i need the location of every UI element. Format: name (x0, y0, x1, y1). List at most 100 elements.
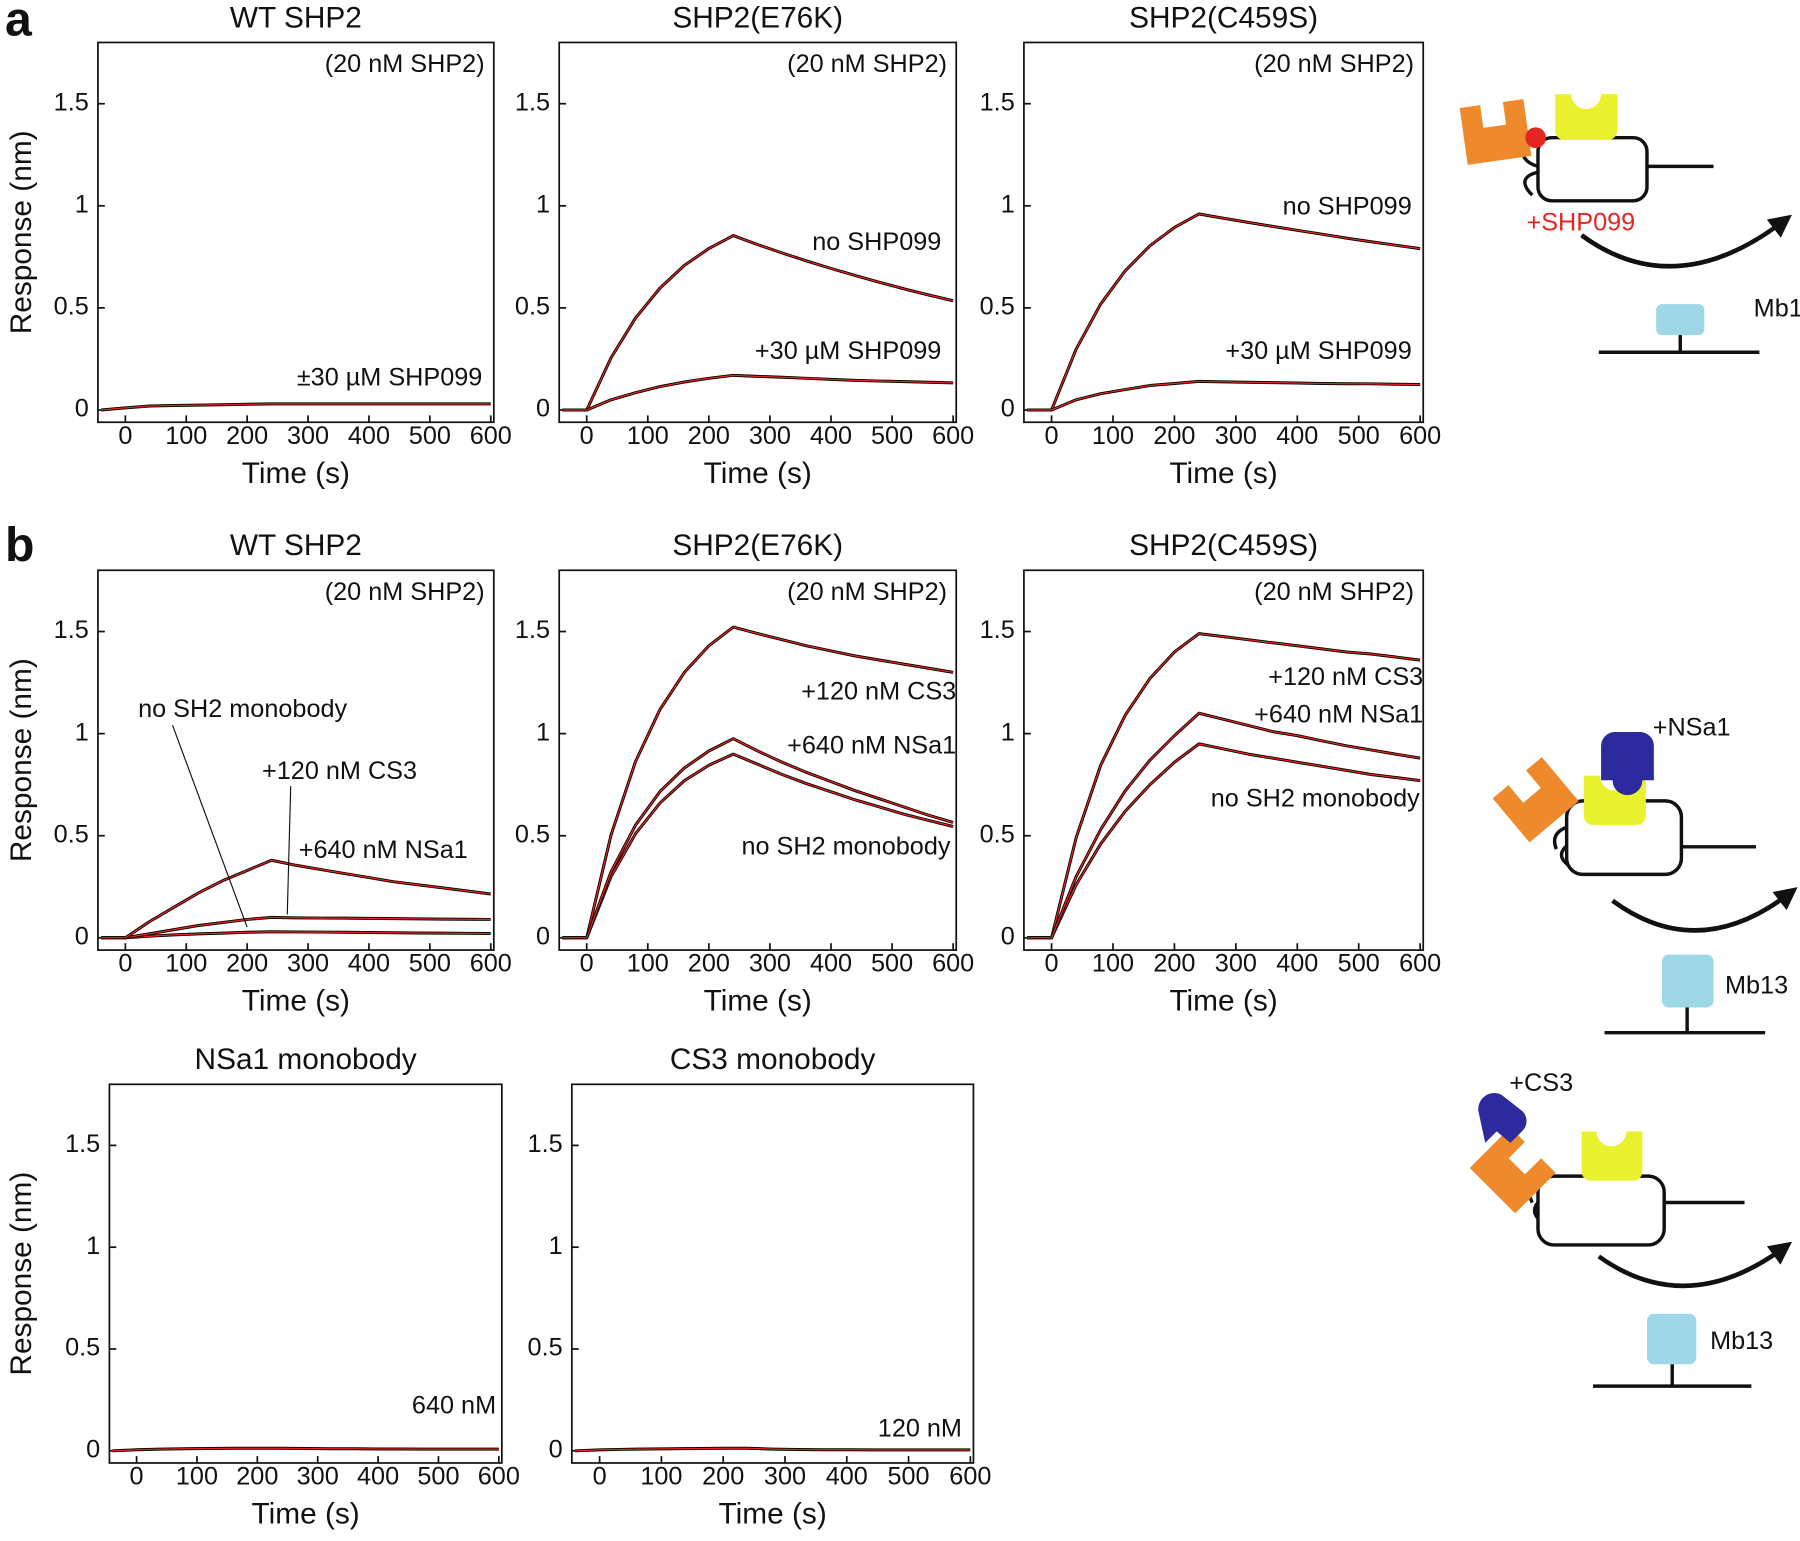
x-tick-label: 0 (130, 1463, 144, 1491)
y-tick-label: 1.5 (65, 1130, 100, 1158)
y-tick-label: 1.5 (528, 1130, 563, 1158)
plot-frame (570, 1083, 975, 1464)
series-label: +120 nM CS3 (262, 757, 417, 785)
schematic-label: Mb13 (1725, 971, 1788, 999)
x-tick-label: 100 (627, 950, 669, 978)
chart-note: (20 nM SHP2) (325, 50, 485, 78)
series-label: +640 nM NSa1 (787, 732, 956, 760)
fit-curve (1027, 712, 1421, 939)
y-tick-label: 0.5 (515, 293, 550, 321)
fit-curve (1027, 380, 1421, 411)
fit-curve (1027, 213, 1421, 411)
y-tick-label: 0.5 (515, 820, 550, 848)
series-label: +120 nM CS3 (801, 678, 956, 706)
plot-frame (97, 41, 495, 424)
y-tick-label: 0 (1001, 922, 1015, 950)
fit-curve (574, 1447, 971, 1452)
x-tick-label: 200 (236, 1463, 278, 1491)
chart-title: SHP2(C459S) (1129, 1, 1318, 34)
series-label: no SH2 monobody (138, 695, 347, 723)
x-tick-label: 300 (287, 422, 329, 450)
x-tick-label: 300 (749, 422, 791, 450)
fit-curve (112, 1447, 499, 1452)
x-tick-label: 500 (888, 1463, 930, 1491)
fit-curve (101, 916, 491, 939)
chart-title: WT SHP2 (230, 529, 362, 562)
plot-frame (558, 569, 958, 951)
y-tick-label: 0 (75, 395, 89, 423)
y-tick-label: 0 (86, 1435, 100, 1463)
series-label: no SHP099 (812, 228, 941, 256)
y-tick-label: 1.5 (980, 88, 1015, 116)
fit-curve (1027, 632, 1421, 939)
schematic: +SHP099 Mb13 (1459, 94, 1800, 354)
y-tick-label: 1.5 (54, 616, 89, 644)
schematic-label: +NSa1 (1653, 713, 1731, 741)
panel-label: a (5, 0, 33, 47)
y-tick-label: 0 (536, 922, 550, 950)
x-tick-label: 400 (826, 1463, 868, 1491)
x-tick-label: 400 (810, 950, 852, 978)
series-label: +640 nM NSa1 (1254, 701, 1423, 729)
chart-note: (20 nM SHP2) (787, 578, 947, 606)
x-tick-label: 100 (176, 1463, 218, 1491)
chart-title: NSa1 monobody (195, 1043, 417, 1076)
fit-curve (100, 403, 491, 411)
x-tick-label: 0 (1045, 422, 1059, 450)
x-tick-label: 100 (1092, 950, 1134, 978)
y-tick-label: 1 (86, 1232, 100, 1260)
y-tick-label: 1 (536, 718, 550, 746)
y-tick-label: 1.5 (980, 616, 1015, 644)
y-tick-label: 1 (75, 190, 89, 218)
series-label: no SHP099 (1283, 192, 1412, 220)
y-tick-label: 1.5 (54, 88, 89, 116)
x-tick-label: 600 (932, 950, 974, 978)
y-tick-label: 0 (75, 922, 89, 950)
y-axis-label: Response (nm) (5, 130, 38, 334)
fit-curve (562, 738, 954, 939)
y-tick-label: 1 (1001, 190, 1015, 218)
series-label: 120 nM (878, 1414, 962, 1442)
y-tick-label: 0.5 (65, 1334, 100, 1362)
x-tick-label: 600 (1399, 950, 1441, 978)
x-tick-label: 500 (1338, 422, 1380, 450)
x-tick-label: 300 (1215, 422, 1257, 450)
y-axis-label: Response (nm) (5, 1172, 38, 1376)
y-tick-label: 0.5 (54, 293, 89, 321)
y-tick-label: 1 (1001, 718, 1015, 746)
x-axis-label: Time (s) (252, 1498, 360, 1531)
y-tick-label: 0 (1001, 395, 1015, 423)
y-tick-label: 1.5 (515, 616, 550, 644)
x-tick-label: 300 (1215, 950, 1257, 978)
series-label: no SH2 monobody (1211, 784, 1420, 812)
x-tick-label: 600 (478, 1463, 520, 1491)
series-label: 640 nM (412, 1391, 496, 1419)
data-trace (1027, 379, 1421, 412)
x-tick-label: 600 (470, 422, 512, 450)
x-tick-label: 0 (1045, 950, 1059, 978)
x-tick-label: 400 (348, 422, 390, 450)
chart-note: (20 nM SHP2) (1254, 578, 1414, 606)
series-label: +120 nM CS3 (1268, 663, 1423, 691)
y-axis-label: Response (nm) (5, 658, 38, 862)
fit-curve (101, 859, 491, 939)
x-tick-label: 500 (871, 950, 913, 978)
x-tick-label: 100 (165, 950, 207, 978)
schematic: +CS3 Mb13 (1469, 1069, 1793, 1388)
x-tick-label: 0 (118, 950, 132, 978)
x-tick-label: 300 (297, 1463, 339, 1491)
fit-curve (562, 626, 954, 939)
x-tick-label: 100 (165, 422, 207, 450)
x-tick-label: 100 (640, 1463, 682, 1491)
series-label: +30 µM SHP099 (1225, 337, 1411, 365)
y-tick-label: 0.5 (980, 293, 1015, 321)
series-label: +640 nM NSa1 (299, 836, 468, 864)
series-label: ±30 µM SHP099 (297, 363, 483, 391)
x-tick-label: 300 (749, 950, 791, 978)
plot-frame (97, 569, 495, 951)
fit-curve (562, 374, 954, 411)
x-tick-label: 0 (580, 422, 594, 450)
chart-title: WT SHP2 (230, 1, 362, 34)
x-tick-label: 100 (1092, 422, 1134, 450)
